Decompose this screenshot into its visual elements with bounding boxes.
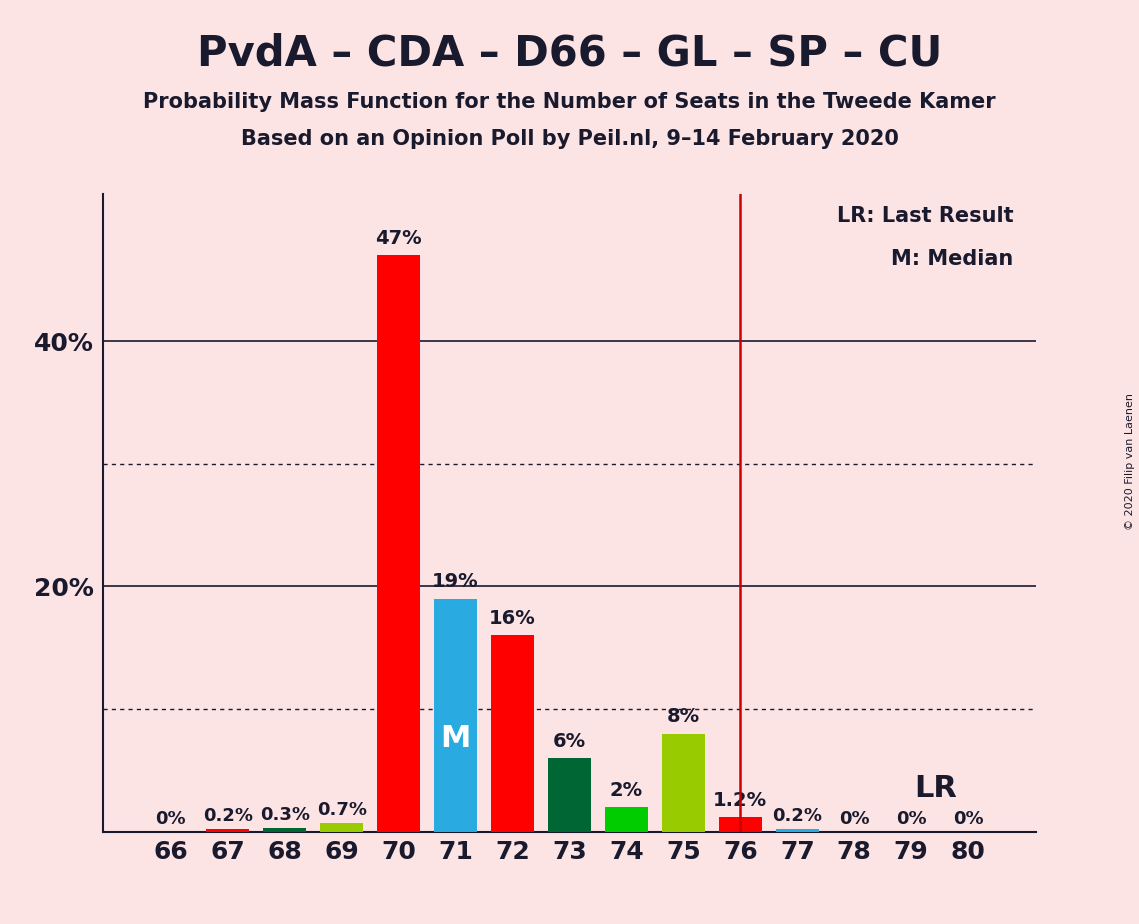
Bar (377, 255, 420, 832)
Text: PvdA – CDA – D66 – GL – SP – CU: PvdA – CDA – D66 – GL – SP – CU (197, 32, 942, 74)
Text: 8%: 8% (666, 707, 700, 726)
Bar (206, 829, 249, 832)
Text: 1.2%: 1.2% (713, 791, 768, 809)
Bar (434, 599, 477, 832)
Text: LR: LR (913, 774, 957, 803)
Text: 0%: 0% (953, 810, 983, 828)
Text: M: Median: M: Median (892, 249, 1014, 269)
Text: 0.2%: 0.2% (203, 808, 253, 825)
Text: LR: Last Result: LR: Last Result (837, 206, 1014, 226)
Bar (662, 734, 705, 832)
Text: 0%: 0% (156, 810, 186, 828)
Text: 0%: 0% (839, 810, 869, 828)
Text: 19%: 19% (433, 572, 478, 591)
Bar (605, 807, 648, 832)
Bar (320, 823, 363, 832)
Text: 0%: 0% (896, 810, 926, 828)
Text: 16%: 16% (489, 609, 536, 628)
Text: 0.3%: 0.3% (260, 807, 310, 824)
Text: © 2020 Filip van Laenen: © 2020 Filip van Laenen (1125, 394, 1134, 530)
Text: 2%: 2% (609, 781, 644, 800)
Text: Based on an Opinion Poll by Peil.nl, 9–14 February 2020: Based on an Opinion Poll by Peil.nl, 9–1… (240, 129, 899, 150)
Text: Probability Mass Function for the Number of Seats in the Tweede Kamer: Probability Mass Function for the Number… (144, 92, 995, 113)
Bar (491, 636, 534, 832)
Text: 0.2%: 0.2% (772, 808, 822, 825)
Text: M: M (441, 723, 470, 753)
Text: 0.7%: 0.7% (317, 801, 367, 820)
Bar (263, 828, 306, 832)
Text: 47%: 47% (376, 229, 421, 248)
Text: 6%: 6% (552, 732, 587, 750)
Bar (776, 829, 819, 832)
Bar (548, 758, 591, 832)
Bar (719, 817, 762, 832)
